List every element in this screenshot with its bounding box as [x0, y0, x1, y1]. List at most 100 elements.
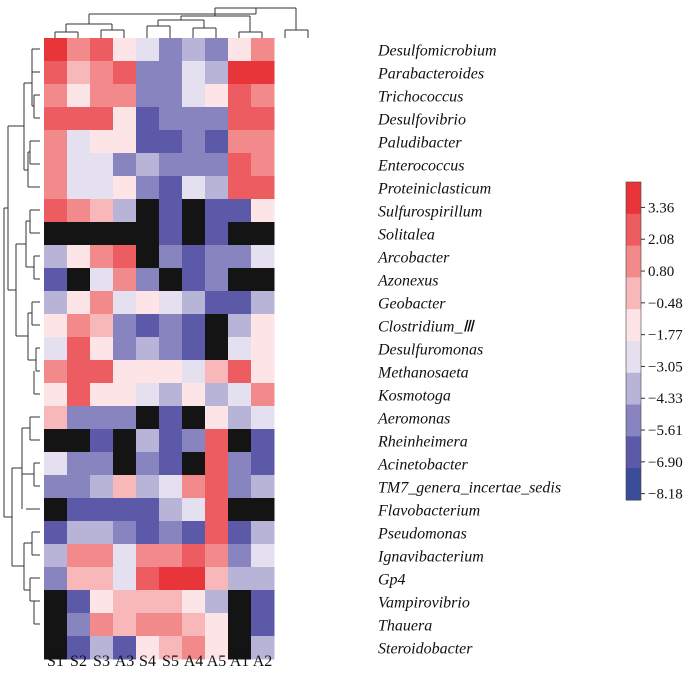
heatmap-cell	[67, 61, 91, 85]
heatmap-cell	[159, 590, 183, 614]
heatmap-cell	[90, 38, 114, 62]
heatmap-cell	[251, 406, 275, 430]
colorbar-swatch	[626, 245, 641, 278]
heatmap-cell	[159, 153, 183, 177]
heatmap-cell	[44, 222, 68, 246]
heatmap-cell	[44, 383, 68, 407]
heatmap-cell	[182, 84, 206, 108]
heatmap-cell	[136, 636, 160, 660]
heatmap-cell	[136, 590, 160, 614]
heatmap-cell	[205, 176, 229, 200]
heatmap-cell	[251, 498, 275, 522]
heatmap-cell	[67, 452, 91, 476]
heatmap-cell	[159, 613, 183, 637]
heatmap-cell	[182, 521, 206, 545]
heatmap-cell	[67, 337, 91, 361]
row-label: Kosmotoga	[377, 388, 451, 405]
heatmap-cell	[67, 406, 91, 430]
heatmap-cell	[205, 429, 229, 453]
heatmap-cell	[113, 84, 137, 108]
heatmap-cell	[136, 245, 160, 269]
heatmap-cell	[182, 199, 206, 223]
colorbar-tick-label: −3.05	[648, 359, 683, 375]
heatmap-cell	[251, 429, 275, 453]
heatmap-cell	[159, 429, 183, 453]
heatmap-cell	[205, 567, 229, 591]
row-label: Methanosaeta	[377, 365, 469, 382]
heatmap-cell	[251, 153, 275, 177]
column-label: A4	[184, 653, 204, 670]
row-label: Desulfovibrio	[377, 112, 466, 129]
heatmap-cell	[205, 61, 229, 85]
heatmap-cell	[136, 613, 160, 637]
heatmap-cell	[67, 38, 91, 62]
heatmap-cell	[205, 107, 229, 131]
heatmap-cell	[159, 498, 183, 522]
heatmap-cell	[44, 567, 68, 591]
column-label: S2	[70, 653, 87, 670]
heatmap-cell	[251, 38, 275, 62]
heatmap-cell	[136, 383, 160, 407]
heatmap-cell	[90, 130, 114, 154]
column-label: S1	[47, 653, 64, 670]
heatmap-cell	[228, 61, 252, 85]
heatmap-cell	[67, 636, 91, 660]
row-label: Gp4	[378, 572, 406, 589]
heatmap-cell	[44, 406, 68, 430]
row-label: Parabacteroides	[377, 66, 484, 83]
heatmap-cell	[205, 337, 229, 361]
heatmap-cell	[136, 153, 160, 177]
heatmap-cell	[251, 245, 275, 269]
heatmap-cell	[90, 176, 114, 200]
heatmap-cell	[159, 222, 183, 246]
row-label: Geobacter	[378, 296, 446, 313]
row-label: Solitalea	[378, 227, 435, 244]
heatmap-cell	[44, 544, 68, 568]
heatmap-cell	[159, 245, 183, 269]
column-label: A1	[230, 653, 250, 670]
heatmap-cell	[182, 544, 206, 568]
heatmap-cell	[136, 291, 160, 315]
row-label: Azonexus	[377, 273, 438, 290]
heatmap-cell	[228, 291, 252, 315]
heatmap-cell	[44, 314, 68, 338]
heatmap-cell	[205, 153, 229, 177]
heatmap-cell	[90, 475, 114, 499]
heatmap-cell	[205, 590, 229, 614]
heatmap-cell	[182, 429, 206, 453]
heatmap-cell	[90, 452, 114, 476]
colorbar-frame	[625, 181, 642, 501]
heatmap-cell	[136, 268, 160, 292]
heatmap-cell	[159, 130, 183, 154]
heatmap-cell	[251, 176, 275, 200]
heatmap-cell	[251, 613, 275, 637]
heatmap-cell	[228, 153, 252, 177]
heatmap-cell	[113, 153, 137, 177]
heatmap-cell	[113, 314, 137, 338]
colorbar-swatch	[626, 341, 641, 374]
heatmap-cell	[67, 590, 91, 614]
heatmap-cell	[228, 498, 252, 522]
heatmap-cell	[44, 84, 68, 108]
heatmap-cell	[182, 590, 206, 614]
row-label: Steroidobacter	[378, 641, 473, 658]
heatmap-cell	[205, 360, 229, 384]
heatmap-cell	[251, 130, 275, 154]
heatmap-cell	[113, 544, 137, 568]
heatmap-cell	[67, 567, 91, 591]
heatmap-cells	[44, 38, 275, 660]
heatmap-cell	[90, 636, 114, 660]
heatmap-cell	[159, 199, 183, 223]
column-label: S5	[162, 653, 179, 670]
heatmap-cell	[251, 268, 275, 292]
heatmap-cell	[90, 383, 114, 407]
heatmap-cell	[251, 222, 275, 246]
colorbar-tick-label: −6.90	[648, 455, 683, 471]
heatmap-cell	[67, 153, 91, 177]
heatmap-cell	[159, 176, 183, 200]
heatmap-cell	[113, 130, 137, 154]
heatmap-cell	[90, 222, 114, 246]
heatmap-cell	[44, 176, 68, 200]
heatmap-cell	[44, 38, 68, 62]
heatmap-cell	[251, 291, 275, 315]
